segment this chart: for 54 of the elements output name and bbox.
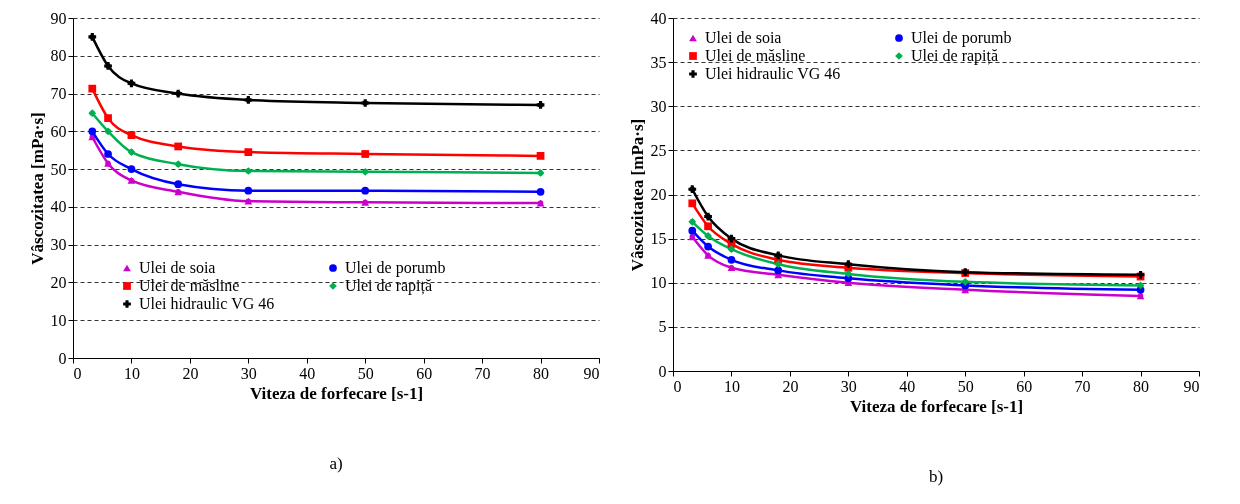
y-axis-title: Vâscozitatea [mPa·s] (27, 112, 47, 265)
x-tick-label: 70 (1074, 377, 1091, 395)
x-tick-label: 10 (723, 377, 740, 395)
x-tick-label: 70 (474, 364, 491, 382)
y-tick-label: 5 (658, 318, 667, 336)
y-tick-label: 15 (650, 230, 667, 248)
y-axis-title: Vâscozitatea [mPa·s] (627, 118, 647, 272)
x-tick-label: 0 (673, 377, 682, 395)
legend-label: Ulei de rapiță (911, 47, 999, 65)
legend-label: Ulei de porumb (911, 29, 1012, 47)
y-tick-label: 10 (650, 274, 667, 292)
y-tick-label: 80 (50, 47, 67, 65)
y-tick-label: 40 (650, 9, 667, 27)
text: a) (329, 454, 343, 473)
y-tick-label: 10 (50, 311, 67, 329)
y-tick-label: 35 (650, 53, 667, 71)
x-tick-label: 40 (899, 377, 916, 395)
y-tick-label: 20 (50, 273, 67, 291)
legend-label: Ulei de rapiță (345, 277, 433, 295)
x-tick-label: 60 (1016, 377, 1033, 395)
x-tick-label: 40 (299, 364, 316, 382)
x-axis-title: Viteza de forfecare [s-1] (849, 396, 1024, 416)
y-tick-label: 60 (50, 122, 67, 140)
y-tick-label: 20 (650, 186, 667, 203)
y-tick-label: 25 (650, 141, 667, 159)
y-tick-label: 50 (50, 160, 67, 178)
legend-label: Ulei hidraulic VG 46 (705, 65, 841, 82)
x-tick-label: 80 (533, 364, 550, 382)
x-tick-label: 0 (73, 364, 82, 382)
text: b) (928, 467, 944, 486)
y-tick-label: 0 (58, 349, 67, 367)
x-tick-label: 20 (782, 377, 799, 395)
x-axis-title: Viteza de forfecare [s-1] (249, 383, 424, 403)
legend-label: Ulei de soia (705, 29, 782, 46)
legend-label: Ulei de soia (139, 259, 216, 276)
y-tick-label: 30 (650, 97, 667, 115)
x-tick-label: 90 (583, 364, 600, 382)
y-tick-label: 90 (50, 9, 67, 27)
x-tick-label: 30 (840, 377, 857, 395)
y-tick-label: 70 (50, 85, 67, 103)
x-tick-label: 80 (1133, 377, 1150, 395)
legend-label: Ulei de măsline (139, 277, 240, 294)
x-tick-label: 20 (182, 364, 199, 382)
legend-label: Ulei hidraulic VG 46 (139, 295, 275, 312)
x-tick-label: 50 (357, 364, 374, 382)
x-tick-label: 60 (416, 364, 433, 382)
x-tick-label: 90 (1183, 377, 1200, 395)
x-tick-label: 30 (240, 364, 257, 382)
legend-label: Ulei de porumb (345, 259, 446, 277)
y-tick-label: 30 (50, 236, 67, 254)
legend-label: Ulei de măsline (705, 47, 806, 64)
x-tick-label: 10 (123, 364, 140, 382)
y-tick-label: 40 (50, 198, 67, 216)
x-tick-label: 50 (957, 377, 974, 395)
